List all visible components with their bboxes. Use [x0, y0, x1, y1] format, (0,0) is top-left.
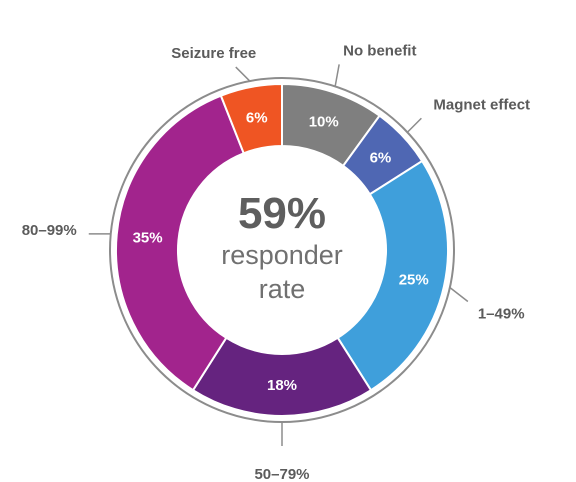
- slice-4: [115, 94, 246, 392]
- slices-group: [115, 82, 449, 417]
- slice-2: [336, 159, 449, 392]
- slice-category-label-3: 50–79%: [254, 466, 309, 482]
- leader-line-0: [334, 64, 340, 87]
- center-line-1: responder: [221, 240, 343, 270]
- labels-group: 10% No benefit 6% Magnet effect 25% 1–49% 18% 5…: [22, 42, 530, 482]
- slice-category-label-0: No benefit: [343, 42, 416, 59]
- slice-value-label-3: 18%: [267, 377, 297, 394]
- leader-line-1: [406, 117, 422, 133]
- slice-5: [219, 82, 283, 155]
- slice-category-label-5: Seizure free: [171, 45, 256, 62]
- leader-lines-group: [88, 64, 469, 446]
- center-percentage: 59%: [238, 189, 326, 238]
- slice-category-label-4: 80–99%: [22, 222, 77, 239]
- slice-value-label-1: 6%: [370, 150, 392, 167]
- slice-category-label-1: Magnet effect: [433, 96, 530, 113]
- slice-value-label-2: 25%: [399, 271, 429, 288]
- center-line-2: rate: [259, 274, 306, 304]
- slice-value-label-5: 6%: [246, 109, 268, 126]
- leader-line-2: [449, 286, 469, 303]
- slice-category-label-2: 1–49%: [478, 306, 525, 323]
- leader-line-5: [235, 66, 251, 82]
- slice-value-label-4: 35%: [133, 229, 163, 246]
- slice-value-label-0: 10%: [309, 114, 339, 131]
